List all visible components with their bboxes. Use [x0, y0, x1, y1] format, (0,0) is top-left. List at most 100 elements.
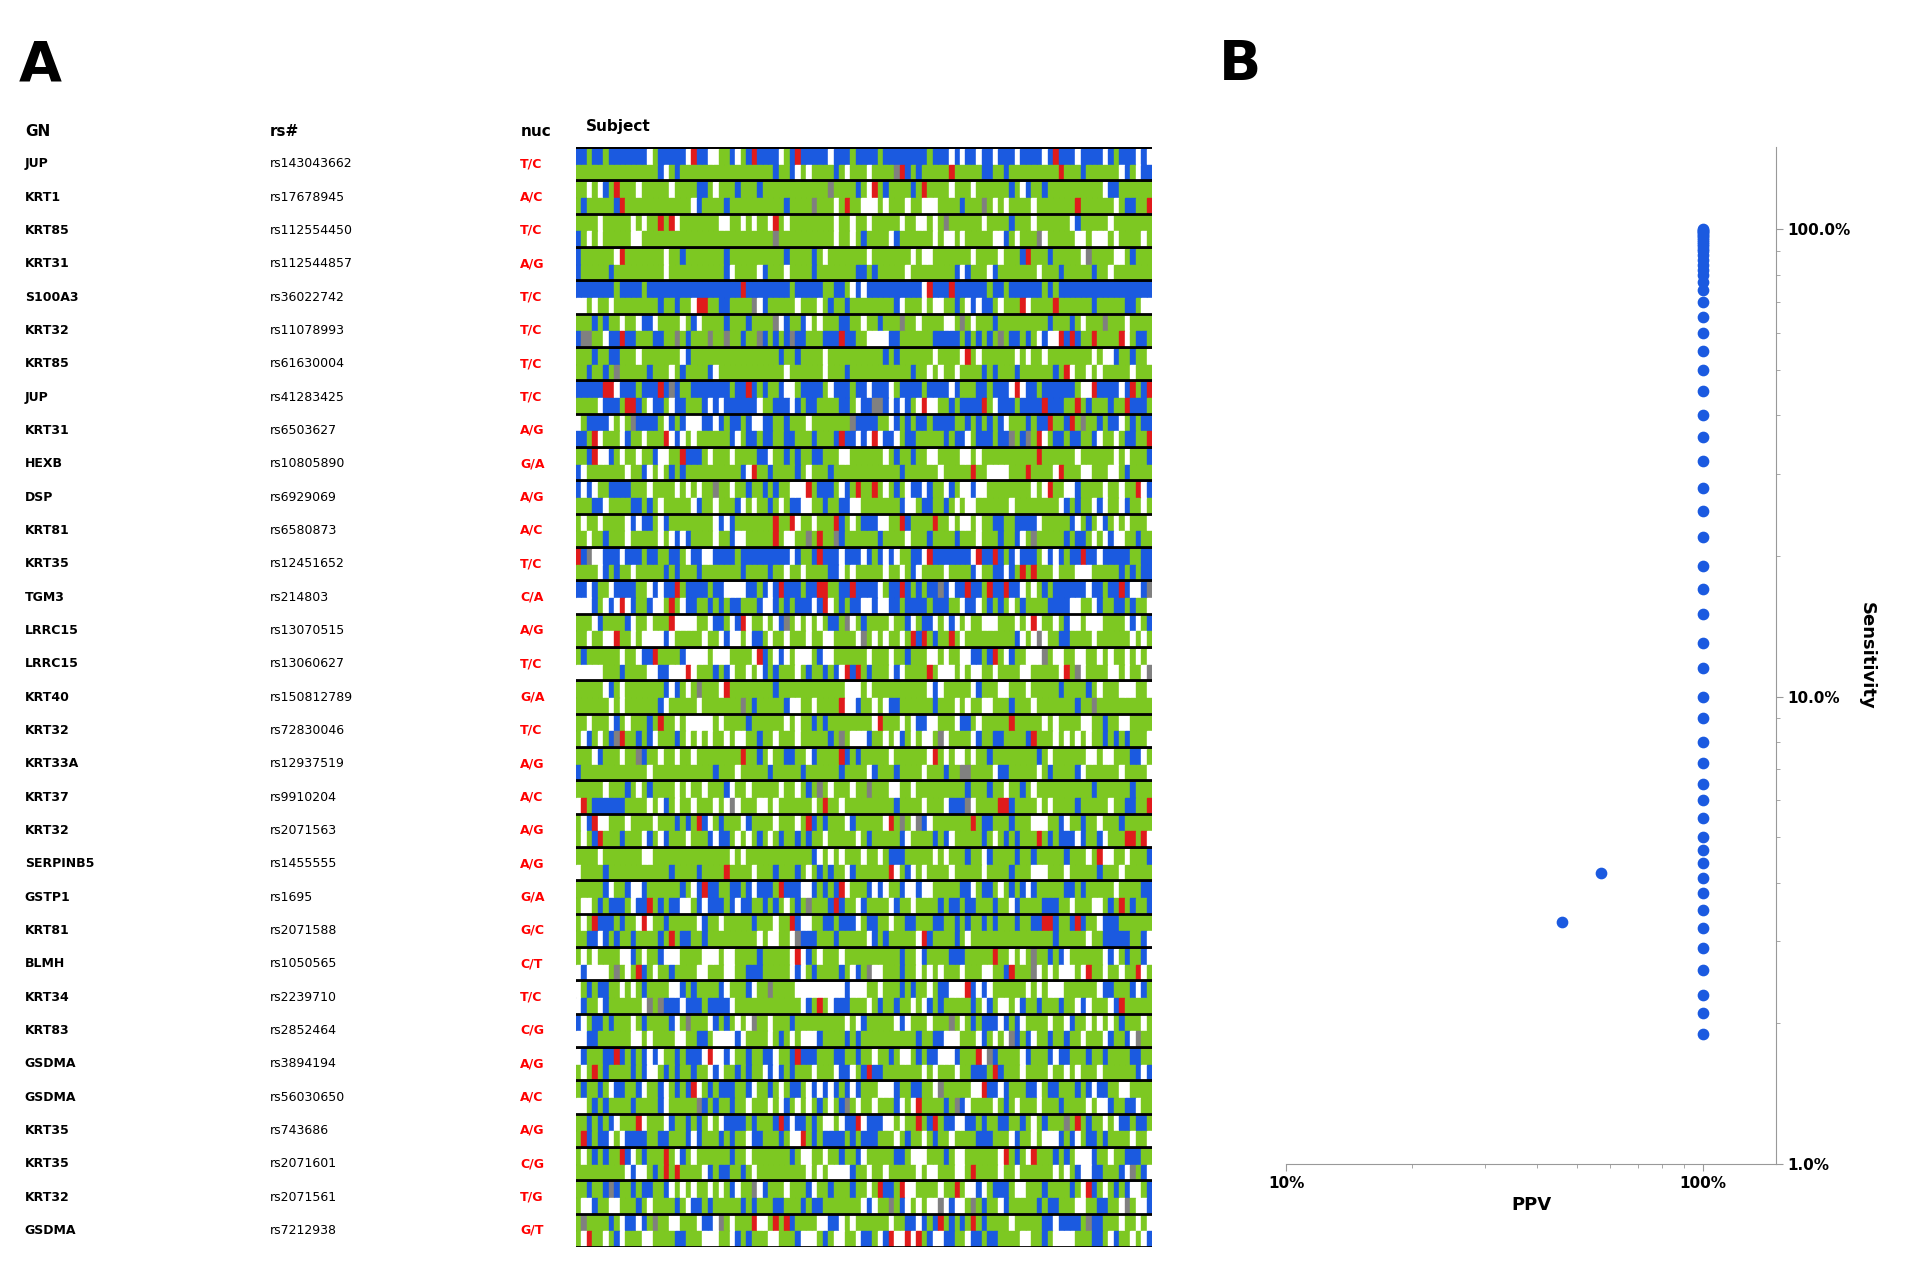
Bar [1092, 215, 1096, 230]
Bar [972, 931, 977, 946]
Bar [614, 564, 620, 579]
Bar [866, 916, 872, 930]
Bar [1016, 398, 1020, 413]
Bar [889, 615, 895, 631]
Bar [818, 165, 824, 179]
Bar [1020, 482, 1025, 498]
Bar [801, 648, 806, 664]
Bar [960, 748, 966, 764]
Bar [632, 449, 636, 464]
Bar [588, 1064, 593, 1079]
Bar [1031, 331, 1037, 347]
Bar [582, 732, 588, 746]
Bar [806, 1016, 812, 1031]
Bar [756, 1149, 762, 1164]
Bar [795, 998, 801, 1013]
Bar [883, 582, 889, 597]
Bar [972, 231, 977, 247]
Bar [1114, 849, 1119, 863]
Bar [916, 182, 922, 197]
Bar [862, 416, 866, 431]
Bar [1146, 765, 1152, 779]
Bar [664, 615, 670, 631]
Bar [674, 549, 680, 564]
Bar [981, 1215, 987, 1230]
Text: A/G: A/G [520, 257, 545, 270]
Bar [904, 382, 910, 396]
Bar [954, 1082, 960, 1097]
Bar [1135, 1082, 1140, 1097]
Bar [1010, 1164, 1016, 1179]
Bar [1081, 931, 1087, 946]
Bar [927, 248, 933, 263]
Bar [1031, 365, 1037, 380]
Bar [812, 1115, 818, 1131]
Bar [933, 849, 939, 863]
Bar [1140, 682, 1146, 697]
Bar [987, 382, 993, 396]
Bar [588, 165, 593, 179]
Bar [895, 431, 900, 446]
Bar [751, 682, 756, 697]
Bar [680, 298, 685, 313]
Bar [839, 365, 845, 380]
Bar [597, 148, 603, 164]
Bar [1131, 198, 1135, 212]
Bar [1146, 1215, 1152, 1230]
Bar [883, 248, 889, 263]
Bar [659, 365, 664, 380]
Bar [1020, 1198, 1025, 1212]
Bar [812, 349, 818, 363]
Bar [620, 1164, 626, 1179]
Bar [889, 349, 895, 363]
Bar [647, 248, 653, 263]
Bar [806, 148, 812, 164]
Text: S100A3: S100A3 [25, 290, 79, 303]
Bar [609, 365, 614, 380]
Bar [741, 1149, 747, 1164]
Bar [1025, 148, 1031, 164]
Bar [718, 632, 724, 646]
Bar [1069, 498, 1075, 513]
Bar [910, 148, 916, 164]
Bar [1146, 416, 1152, 431]
Bar [851, 715, 856, 730]
Bar [653, 549, 659, 564]
Bar [691, 331, 697, 347]
Bar [685, 1016, 691, 1031]
Bar [998, 665, 1004, 679]
Bar [691, 865, 697, 880]
Bar [889, 1064, 895, 1079]
Bar [900, 698, 904, 712]
Bar [862, 165, 866, 179]
Bar [614, 398, 620, 413]
Bar [987, 215, 993, 230]
Bar [576, 1097, 582, 1113]
Bar [1092, 898, 1096, 913]
Bar [1131, 1031, 1135, 1046]
Bar [862, 298, 866, 313]
Bar [845, 549, 851, 564]
Bar [632, 781, 636, 797]
Bar [856, 682, 862, 697]
Bar [806, 698, 812, 712]
Bar [1092, 931, 1096, 946]
Bar [747, 615, 751, 631]
Bar [1087, 1131, 1092, 1146]
Bar [697, 1182, 703, 1197]
Bar [636, 1232, 641, 1246]
Bar [1140, 248, 1146, 263]
Bar [774, 1131, 780, 1146]
Bar [839, 298, 845, 313]
Bar [818, 331, 824, 347]
Bar [1064, 215, 1069, 230]
Bar [954, 748, 960, 764]
Bar [889, 883, 895, 897]
Bar [1146, 698, 1152, 712]
Bar [789, 816, 795, 830]
Bar [1025, 816, 1031, 830]
Bar [993, 748, 998, 764]
Bar [1087, 831, 1092, 847]
Bar [993, 781, 998, 797]
Bar [751, 665, 756, 679]
